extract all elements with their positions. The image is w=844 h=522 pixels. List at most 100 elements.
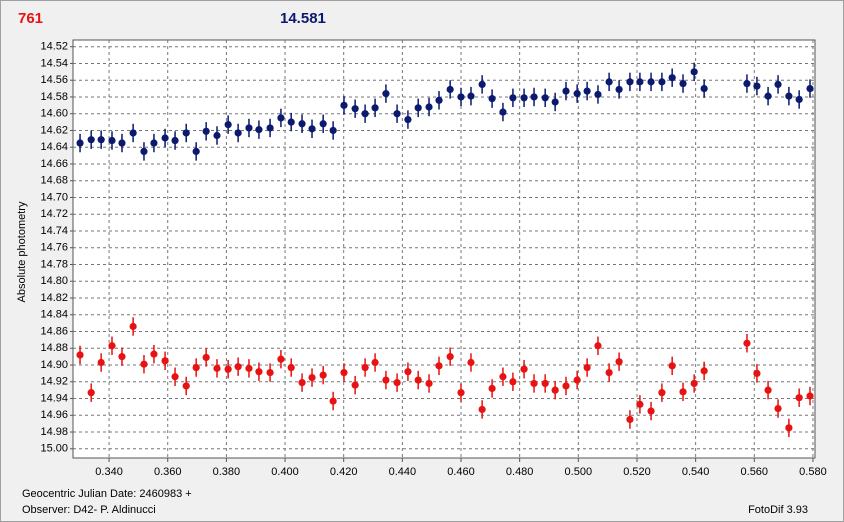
data-point <box>690 68 698 76</box>
x-tick-label: 0.580 <box>799 466 827 478</box>
y-tick-label: 14.72 <box>40 208 68 220</box>
data-point <box>700 367 708 375</box>
y-tick-label: 14.88 <box>40 342 68 354</box>
data-point <box>97 358 105 367</box>
data-point <box>551 386 559 394</box>
y-tick-label: 14.62 <box>40 124 68 136</box>
data-point <box>298 379 306 387</box>
data-point <box>668 362 676 370</box>
data-point <box>743 79 751 88</box>
data-point <box>615 85 623 94</box>
data-point <box>234 129 242 137</box>
data-point <box>266 124 274 132</box>
data-point <box>690 379 698 388</box>
data-point <box>478 405 486 414</box>
data-point <box>488 95 496 103</box>
data-point <box>118 139 126 147</box>
data-point <box>171 136 179 145</box>
data-point <box>774 404 782 413</box>
data-point <box>774 80 782 88</box>
data-point <box>202 353 210 362</box>
data-point <box>499 108 507 116</box>
data-point <box>425 103 433 111</box>
data-point <box>647 78 655 86</box>
data-point <box>594 342 602 350</box>
data-point <box>319 120 327 128</box>
data-point <box>457 93 465 101</box>
x-tick-label: 0.520 <box>623 466 651 478</box>
y-tick-label: 14.96 <box>40 409 68 421</box>
y-tick-label: 14.64 <box>40 141 68 153</box>
data-point <box>562 87 570 95</box>
x-tick-label: 0.540 <box>682 466 710 478</box>
y-tick-label: 14.82 <box>40 292 68 304</box>
y-tick-label: 14.92 <box>40 376 68 388</box>
data-point <box>161 357 169 365</box>
data-point <box>87 136 95 144</box>
y-tick-label: 14.90 <box>40 359 68 371</box>
data-point <box>668 74 676 82</box>
y-tick-label: 14.74 <box>40 225 68 237</box>
x-tick-label: 0.440 <box>389 466 417 478</box>
data-point <box>329 397 337 405</box>
y-tick-label: 14.54 <box>40 57 68 69</box>
data-point <box>753 369 761 377</box>
data-point <box>213 131 221 140</box>
header-right: 14.581 <box>280 10 326 27</box>
data-point <box>605 78 613 86</box>
data-point <box>658 78 666 86</box>
data-point <box>679 388 687 396</box>
data-point <box>202 127 210 135</box>
data-point <box>371 104 379 112</box>
data-point <box>182 129 190 137</box>
data-point <box>245 364 253 372</box>
x-tick-label: 0.480 <box>506 466 534 478</box>
footer-software: FotoDif 3.93 <box>748 504 808 516</box>
data-point <box>382 376 390 384</box>
data-point <box>743 339 751 347</box>
data-point <box>594 90 602 99</box>
x-tick-label: 0.560 <box>741 466 769 478</box>
data-point <box>700 84 708 93</box>
data-point <box>87 389 95 397</box>
data-point <box>626 78 634 86</box>
data-point <box>150 350 158 358</box>
y-tick-label: 14.80 <box>40 275 68 287</box>
footer-observer: Observer: D42- P. Aldinucci <box>22 504 156 516</box>
data-point <box>530 379 538 388</box>
data-point <box>340 101 348 109</box>
x-tick-label: 0.400 <box>271 466 299 478</box>
data-point <box>393 110 401 118</box>
data-point <box>361 110 369 118</box>
data-point <box>764 386 772 394</box>
y-tick-label: 14.94 <box>40 392 68 404</box>
data-point <box>457 389 465 397</box>
x-tick-label: 0.460 <box>447 466 475 478</box>
data-point <box>108 136 116 145</box>
data-point <box>636 400 644 408</box>
data-point <box>636 78 644 86</box>
data-point <box>414 104 422 112</box>
data-point <box>277 355 285 363</box>
data-point <box>76 351 84 359</box>
y-tick-label: 14.52 <box>40 41 68 53</box>
data-point <box>97 136 105 144</box>
data-point <box>108 342 116 350</box>
y-tick-label: 15.00 <box>40 443 68 455</box>
data-point <box>76 139 84 147</box>
data-point <box>266 368 274 377</box>
data-point <box>499 373 507 381</box>
plot-area <box>72 39 816 459</box>
data-point <box>806 392 814 400</box>
data-point <box>488 384 496 393</box>
data-point <box>647 407 655 415</box>
data-point <box>478 80 486 88</box>
data-point <box>371 358 379 367</box>
data-point <box>573 376 581 384</box>
y-tick-label: 14.70 <box>40 191 68 203</box>
data-point <box>213 364 221 372</box>
data-point <box>806 84 814 93</box>
data-point <box>340 368 348 377</box>
data-point <box>224 121 232 129</box>
